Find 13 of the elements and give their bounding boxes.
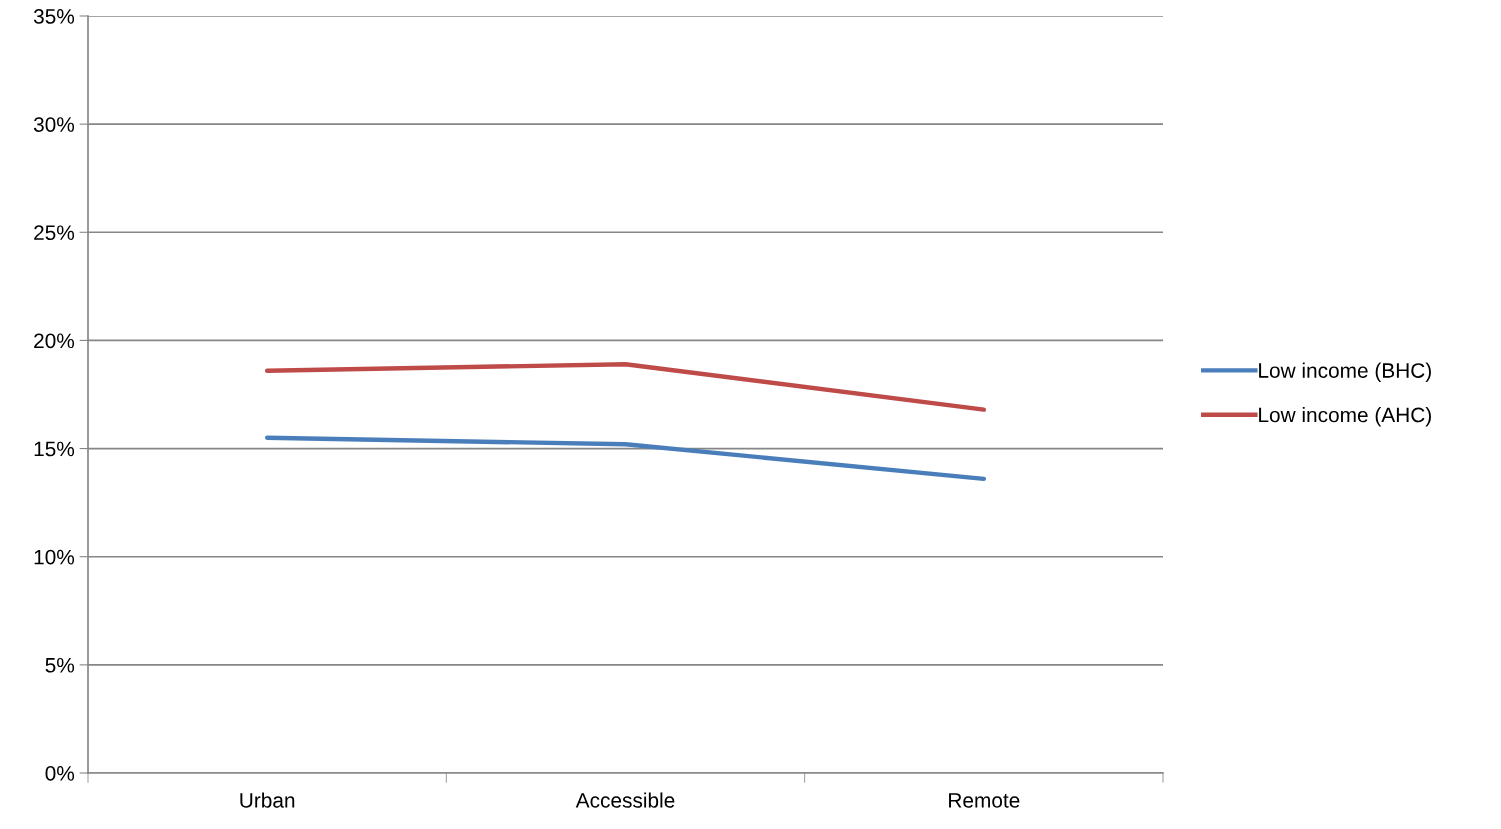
y-tick-label: 25% (34, 225, 75, 241)
x-tick-label: Accessible (575, 792, 675, 808)
x-tick-label: Remote (949, 793, 1020, 808)
y-tick-label: 30% (33, 117, 75, 132)
y-tick-label: 5% (45, 657, 75, 673)
legend-label: Low income (AHC) (1259, 407, 1431, 427)
y-tick-label: 20% (34, 333, 75, 349)
y-tick-label: 0% (45, 766, 75, 781)
x-tick-label: Urban (240, 792, 295, 808)
y-tick-label: 10% (34, 549, 75, 565)
y-tick-label: 15% (34, 441, 75, 457)
legend-label: Low income (BHC) (1259, 362, 1431, 382)
y-tick-label: 35% (33, 9, 75, 24)
